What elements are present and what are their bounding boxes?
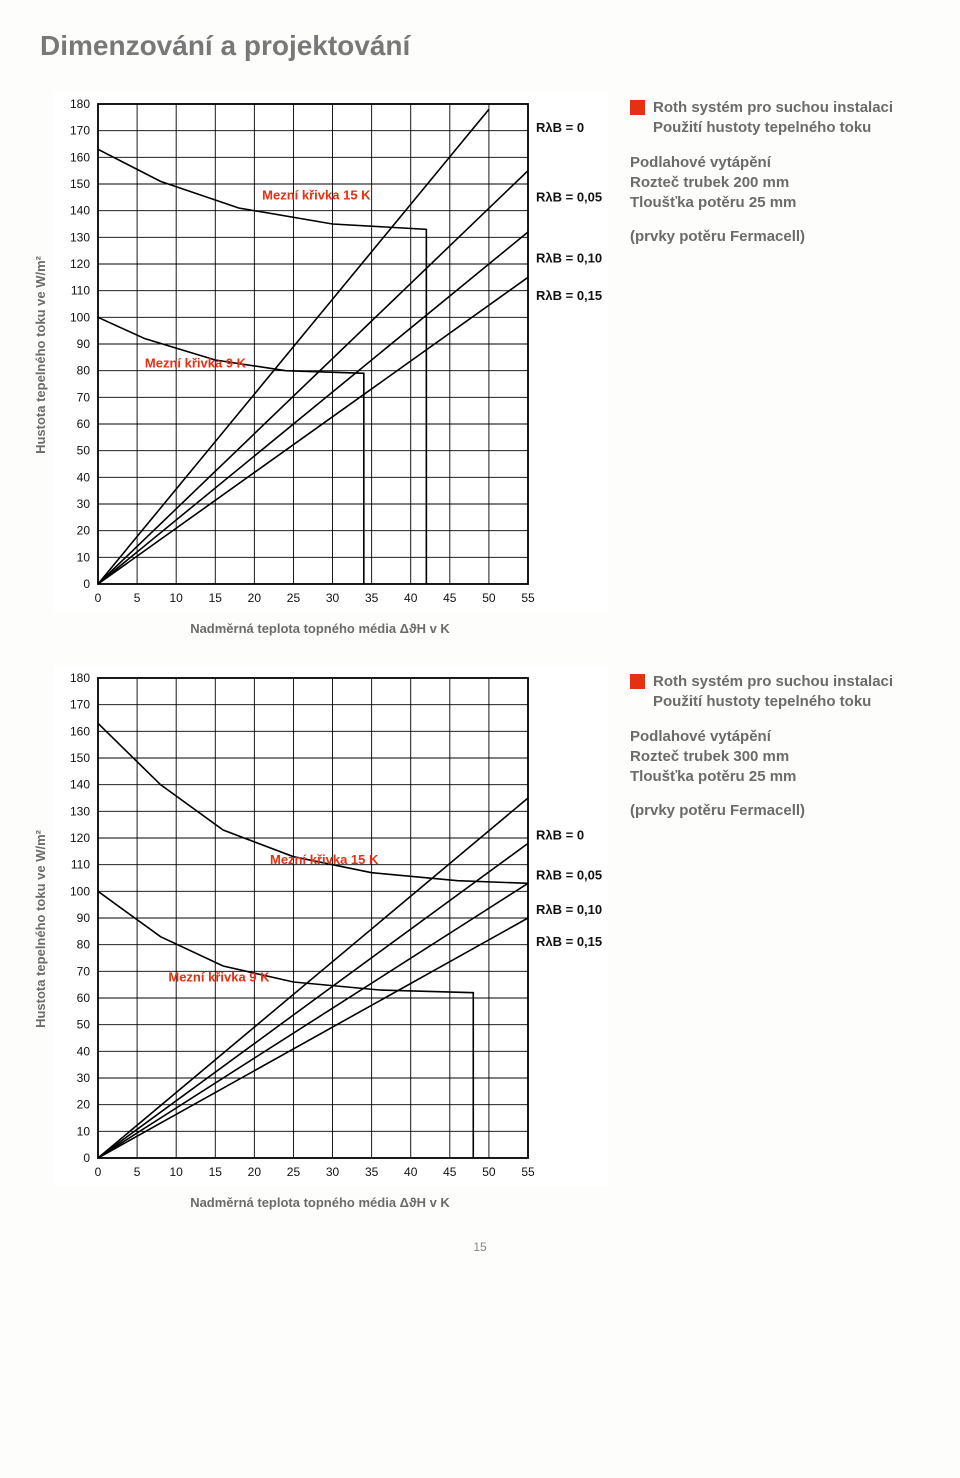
svg-text:80: 80	[76, 364, 90, 378]
side-lines: Podlahové vytápěníRozteč trubek 200 mmTl…	[630, 153, 920, 214]
svg-text:90: 90	[76, 911, 90, 925]
svg-text:Mezní křivka 15 K: Mezní křivka 15 K	[270, 852, 379, 867]
svg-text:110: 110	[70, 858, 89, 872]
svg-text:130: 130	[69, 804, 89, 818]
svg-text:130: 130	[69, 230, 89, 244]
svg-text:RλB = 0,10: RλB = 0,10	[536, 902, 602, 917]
svg-text:20: 20	[247, 591, 261, 605]
svg-text:150: 150	[69, 177, 89, 191]
svg-text:120: 120	[69, 831, 89, 845]
svg-text:40: 40	[404, 1165, 418, 1179]
side-note: (prvky potěru Fermacell)	[630, 227, 920, 247]
svg-text:45: 45	[443, 591, 457, 605]
svg-text:25: 25	[286, 591, 300, 605]
svg-text:160: 160	[69, 150, 89, 164]
svg-text:60: 60	[76, 417, 90, 431]
side-subheading: Použití hustoty tepelného toku	[653, 692, 893, 712]
svg-text:45: 45	[443, 1165, 457, 1179]
svg-text:10: 10	[169, 1165, 183, 1179]
svg-text:55: 55	[521, 1165, 535, 1179]
svg-text:150: 150	[69, 751, 89, 765]
svg-text:0: 0	[83, 1151, 90, 1165]
side-lines: Podlahové vytápěníRozteč trubek 300 mmTl…	[630, 727, 920, 788]
svg-text:180: 180	[69, 671, 89, 685]
svg-text:30: 30	[76, 1071, 90, 1085]
side-note: (prvky potěru Fermacell)	[630, 801, 920, 821]
svg-text:100: 100	[69, 310, 89, 324]
svg-text:70: 70	[76, 390, 90, 404]
svg-text:35: 35	[364, 591, 378, 605]
chart-200mm-svg: 0 5 10 15 20 25 30 35 40 45 50 55 0 10 20 30 40 50 60 70 80 9…	[54, 92, 608, 612]
svg-text:100: 100	[69, 884, 89, 898]
svg-text:15: 15	[208, 591, 222, 605]
svg-text:50: 50	[482, 591, 496, 605]
svg-text:40: 40	[404, 591, 418, 605]
svg-text:RλB = 0: RλB = 0	[536, 120, 584, 135]
svg-text:170: 170	[69, 698, 89, 712]
svg-text:50: 50	[482, 1165, 496, 1179]
x-axis-label: Nadměrná teplota topného média ΔϑH v K	[190, 621, 450, 636]
svg-text:30: 30	[325, 591, 339, 605]
svg-text:170: 170	[69, 124, 89, 138]
bullet-square-icon	[630, 674, 645, 689]
svg-text:Mezní křivka 15 K: Mezní křivka 15 K	[262, 187, 371, 202]
svg-text:10: 10	[169, 591, 183, 605]
chart-side-info: Roth systém pro suchou instalaciPoužití …	[630, 666, 920, 836]
svg-text:120: 120	[69, 257, 89, 271]
svg-text:10: 10	[76, 550, 90, 564]
svg-text:0: 0	[94, 1165, 101, 1179]
x-axis-label: Nadměrná teplota topného média ΔϑH v K	[190, 1195, 450, 1210]
svg-text:80: 80	[76, 938, 90, 952]
svg-text:140: 140	[69, 204, 89, 218]
side-subheading: Použití hustoty tepelného toku	[653, 118, 893, 138]
svg-text:20: 20	[247, 1165, 261, 1179]
svg-text:40: 40	[76, 1044, 90, 1058]
svg-text:0: 0	[83, 577, 90, 591]
svg-text:15: 15	[208, 1165, 222, 1179]
page-number: 15	[40, 1240, 920, 1254]
svg-text:RλB = 0,10: RλB = 0,10	[536, 251, 602, 266]
svg-text:90: 90	[76, 337, 90, 351]
chart-side-info: Roth systém pro suchou instalaciPoužití …	[630, 92, 920, 262]
svg-text:35: 35	[364, 1165, 378, 1179]
chart-300mm-svg: 0 5 10 15 20 25 30 35 40 45 50 55 0 10 20 30 40 50 60 70 80 9…	[54, 666, 608, 1186]
svg-text:55: 55	[521, 591, 535, 605]
svg-text:30: 30	[76, 497, 90, 511]
svg-text:5: 5	[133, 1165, 140, 1179]
side-heading: Roth systém pro suchou instalaci	[653, 98, 893, 118]
svg-text:50: 50	[76, 444, 90, 458]
side-heading: Roth systém pro suchou instalaci	[653, 672, 893, 692]
chart-200mm: Hustota tepelného toku ve W/m²0510152025…	[40, 92, 920, 636]
y-axis-label: Hustota tepelného toku ve W/m²	[33, 256, 48, 454]
svg-text:RλB = 0,15: RλB = 0,15	[536, 934, 602, 949]
svg-text:70: 70	[76, 964, 90, 978]
svg-text:180: 180	[69, 97, 89, 111]
svg-text:RλB = 0,05: RλB = 0,05	[536, 867, 602, 882]
chart-300mm: Hustota tepelného toku ve W/m²0510152025…	[40, 666, 920, 1210]
svg-text:25: 25	[286, 1165, 300, 1179]
svg-text:20: 20	[76, 524, 90, 538]
svg-text:5: 5	[133, 591, 140, 605]
svg-text:RλB = 0: RλB = 0	[536, 827, 584, 842]
svg-text:30: 30	[325, 1165, 339, 1179]
svg-text:20: 20	[76, 1098, 90, 1112]
svg-text:RλB = 0,15: RλB = 0,15	[536, 288, 602, 303]
y-axis-label: Hustota tepelného toku ve W/m²	[33, 830, 48, 1028]
svg-text:50: 50	[76, 1018, 90, 1032]
svg-text:110: 110	[70, 284, 89, 298]
svg-text:Mezní křivka 9 K: Mezní křivka 9 K	[168, 969, 270, 984]
svg-text:0: 0	[94, 591, 101, 605]
bullet-square-icon	[630, 100, 645, 115]
svg-text:60: 60	[76, 991, 90, 1005]
page-title: Dimenzování a projektování	[40, 30, 920, 62]
svg-text:10: 10	[76, 1124, 90, 1138]
svg-text:140: 140	[69, 778, 89, 792]
svg-text:160: 160	[69, 724, 89, 738]
svg-text:RλB = 0,05: RλB = 0,05	[536, 189, 602, 204]
svg-text:Mezní křivka 9 K: Mezní křivka 9 K	[144, 355, 246, 370]
svg-text:40: 40	[76, 470, 90, 484]
